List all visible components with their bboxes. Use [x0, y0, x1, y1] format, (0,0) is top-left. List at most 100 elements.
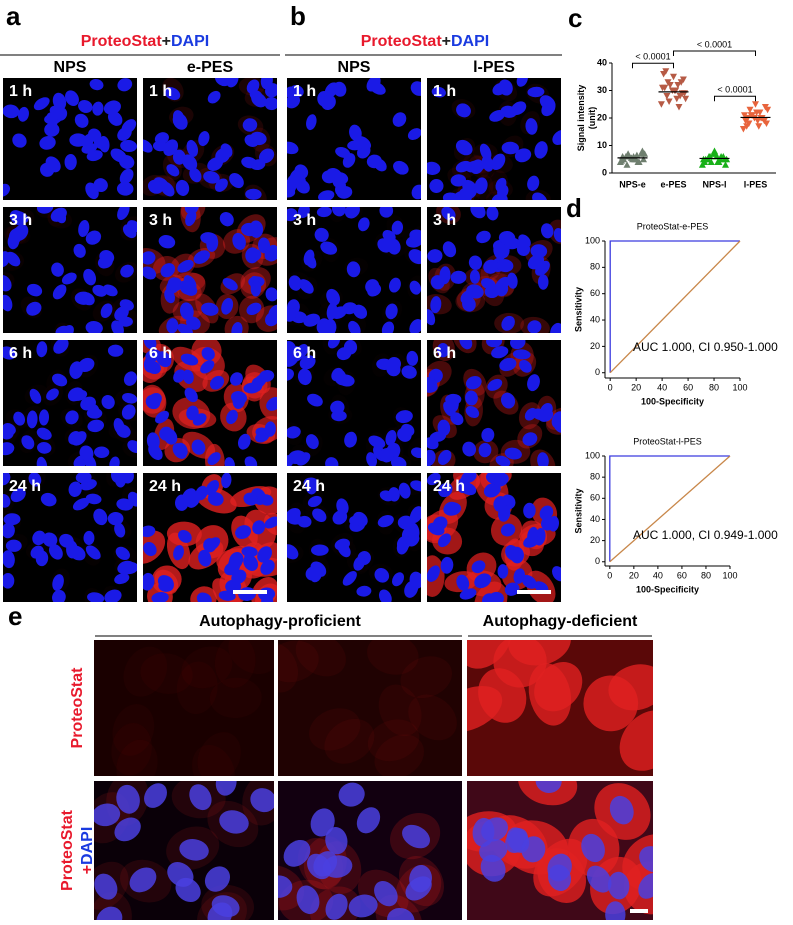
- nucleus: [206, 234, 219, 252]
- nucleus: [120, 139, 137, 153]
- chart-title: ProteoStat-e-PES: [637, 221, 709, 231]
- nucleus: [52, 589, 66, 602]
- nucleus: [172, 443, 187, 459]
- nucleus: [381, 321, 395, 333]
- nucleus: [3, 423, 16, 435]
- nucleus: [299, 355, 316, 370]
- cytoplasm: [112, 704, 155, 756]
- nucleus: [287, 454, 294, 466]
- nucleus: [488, 591, 504, 602]
- nucleus: [191, 439, 206, 455]
- nucleus: [639, 846, 653, 873]
- column-label: l-PES: [473, 59, 515, 76]
- nucleus: [185, 210, 197, 227]
- nucleus: [143, 572, 155, 591]
- time-label: 6 h: [433, 345, 456, 362]
- cytoplasm: [534, 662, 583, 712]
- nucleus: [219, 810, 249, 834]
- nucleus: [530, 244, 548, 258]
- nucleus: [129, 867, 157, 893]
- nucleus: [231, 569, 247, 584]
- nucleus: [297, 207, 310, 218]
- nucleus: [143, 251, 156, 265]
- data-point: [676, 93, 684, 100]
- nucleus: [303, 477, 319, 489]
- cytoplasm: [116, 739, 158, 776]
- nucleus: [518, 234, 531, 248]
- nucleus: [232, 232, 246, 250]
- y-axis-label-line: Signal intensity: [576, 85, 586, 152]
- nucleus: [540, 223, 554, 239]
- nucleus: [402, 824, 431, 849]
- nucleus: [111, 320, 124, 333]
- nucleus: [66, 540, 78, 559]
- nucleus: [116, 181, 134, 196]
- data-point: [670, 73, 677, 81]
- nucleus: [230, 372, 243, 386]
- micrograph: [143, 78, 277, 200]
- nucleus: [117, 560, 135, 575]
- nucleus: [75, 473, 92, 484]
- nucleus: [158, 235, 176, 249]
- nucleus: [251, 92, 267, 108]
- data-point: [741, 112, 748, 119]
- nucleus: [304, 253, 317, 269]
- nucleus: [353, 556, 366, 571]
- nucleus: [17, 106, 29, 122]
- micrograph: [467, 781, 653, 920]
- nucleus: [287, 141, 299, 155]
- nucleus: [3, 522, 15, 539]
- nucleus: [398, 482, 411, 499]
- nucleus: [36, 341, 48, 358]
- data-point: [677, 79, 685, 86]
- nucleus: [427, 249, 443, 263]
- nucleus: [391, 572, 405, 587]
- nucleus: [266, 246, 277, 262]
- nucleus: [499, 357, 517, 372]
- nucleus: [385, 429, 397, 446]
- micrograph-content: [94, 781, 274, 920]
- nucleus: [410, 480, 421, 492]
- data-point: [752, 101, 759, 108]
- data-point: [764, 106, 772, 114]
- nucleus: [114, 573, 130, 585]
- roc-line: [609, 455, 730, 562]
- cytoplasm: [408, 694, 457, 741]
- nucleus: [519, 359, 532, 373]
- nucleus: [391, 220, 404, 235]
- nucleus: [123, 371, 137, 386]
- nucleus: [287, 351, 299, 367]
- nucleus: [479, 839, 508, 862]
- nucleus: [3, 183, 11, 197]
- nucleus: [159, 426, 173, 441]
- nucleus: [483, 482, 501, 498]
- nucleus: [80, 396, 96, 411]
- nucleus: [316, 207, 332, 218]
- time-label: 6 h: [9, 345, 32, 362]
- nucleus: [13, 411, 26, 426]
- nucleus: [369, 81, 386, 95]
- nucleus: [3, 513, 21, 526]
- nucleus: [535, 781, 562, 793]
- data-point: [662, 68, 670, 75]
- nucleus: [462, 441, 477, 457]
- nucleus: [326, 288, 340, 306]
- micrograph: [287, 207, 421, 333]
- time-label: 24 h: [293, 478, 325, 495]
- cytoplasm: [192, 744, 235, 776]
- nucleus: [479, 143, 492, 161]
- nucleus: [97, 255, 113, 269]
- nucleus: [30, 545, 44, 559]
- nucleus: [331, 207, 346, 217]
- nucleus: [287, 514, 303, 525]
- cytoplasm: [278, 640, 319, 683]
- micrograph: [278, 781, 462, 920]
- nucleus: [287, 368, 294, 381]
- data-point: [665, 98, 673, 105]
- nucleus: [330, 400, 345, 415]
- nucleus: [287, 306, 297, 322]
- nucleus: [489, 110, 506, 122]
- nucleus: [221, 473, 232, 489]
- nucleus: [287, 173, 305, 185]
- nucleus: [307, 495, 322, 508]
